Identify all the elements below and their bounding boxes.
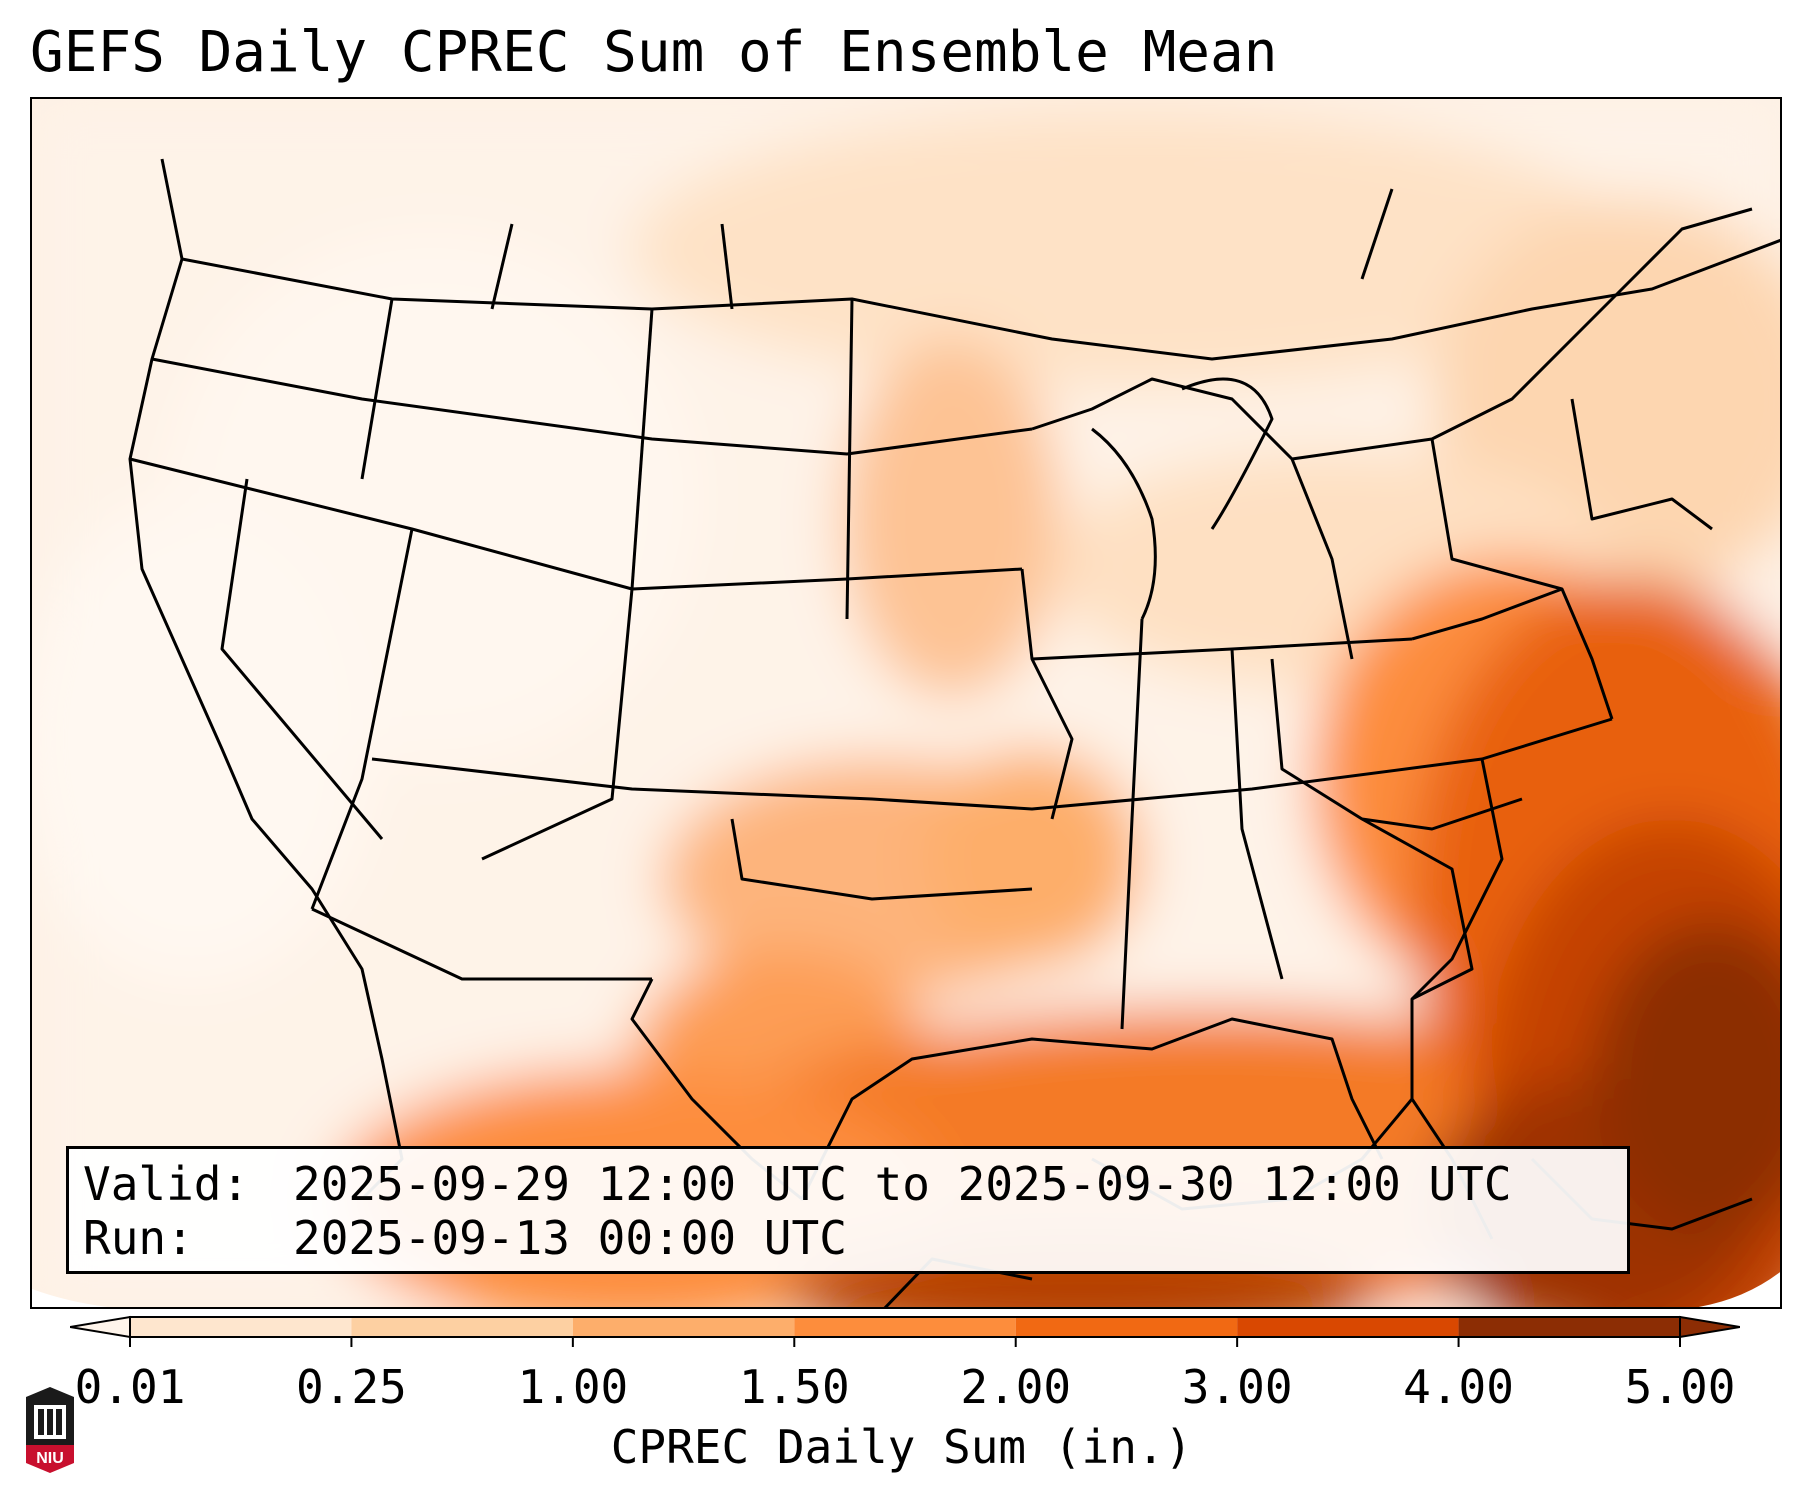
colorbar-tick-label: 0.01 bbox=[74, 1360, 186, 1414]
colorbar bbox=[70, 1315, 1740, 1347]
colorbar-segment bbox=[1015, 1317, 1238, 1337]
run-value: 2025-09-13 00:00 UTC bbox=[293, 1211, 847, 1265]
colorbar-tick-label: 5.00 bbox=[1624, 1360, 1736, 1414]
map-boundaries bbox=[128, 158, 1780, 1307]
colorbar-tick-label: 2.00 bbox=[960, 1360, 1072, 1414]
colorbar-segment bbox=[130, 1317, 352, 1337]
colorbar-tick-label: 1.00 bbox=[517, 1360, 629, 1414]
validity-info-box: Valid: 2025-09-29 12:00 UTC to 2025-09-30… bbox=[66, 1146, 1630, 1274]
colorbar-title: CPREC Daily Sum (in.) bbox=[610, 1420, 1193, 1474]
colorbar-ticks bbox=[129, 1337, 1681, 1347]
run-label: Run: bbox=[83, 1211, 194, 1265]
colorbar-segment bbox=[1458, 1317, 1680, 1337]
run-row: Run: 2025-09-13 00:00 UTC bbox=[83, 1211, 1613, 1265]
valid-row: Valid: 2025-09-29 12:00 UTC to 2025-09-30… bbox=[83, 1157, 1613, 1211]
colorbar-tick-label: 3.00 bbox=[1181, 1360, 1293, 1414]
map-canvas bbox=[32, 99, 1780, 1307]
niu-logo-text: NIU bbox=[36, 1450, 64, 1467]
colorbar-tick-label: 0.25 bbox=[296, 1360, 407, 1414]
niu-logo: NIU bbox=[26, 1387, 74, 1473]
colorbar-segment bbox=[572, 1317, 795, 1337]
valid-label: Valid: bbox=[83, 1157, 250, 1211]
colorbar-segment bbox=[351, 1317, 573, 1337]
colorbar-segment bbox=[794, 1317, 1016, 1337]
colorbar-tick-label: 4.00 bbox=[1403, 1360, 1514, 1414]
colorbar-segments bbox=[70, 1315, 1740, 1339]
colorbar-extend-high bbox=[1679, 1315, 1740, 1339]
colorbar-outline bbox=[129, 1316, 1681, 1338]
precipitation-map bbox=[30, 97, 1782, 1309]
map-title: GEFS Daily CPREC Sum of Ensemble Mean bbox=[30, 20, 1278, 85]
valid-value: 2025-09-29 12:00 UTC to 2025-09-30 12:00… bbox=[293, 1157, 1512, 1211]
colorbar-segment bbox=[1237, 1317, 1459, 1337]
colorbar-tick-label: 1.50 bbox=[738, 1360, 850, 1414]
colorbar-extend-low bbox=[70, 1315, 131, 1339]
